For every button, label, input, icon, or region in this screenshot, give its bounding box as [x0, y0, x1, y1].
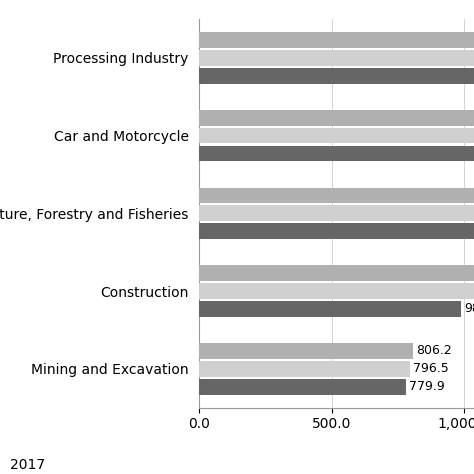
- Bar: [199, 68, 474, 83]
- Bar: [199, 110, 474, 126]
- Bar: [199, 283, 474, 299]
- Text: 2017: 2017: [10, 458, 45, 472]
- Bar: [199, 223, 474, 239]
- Bar: [199, 32, 474, 48]
- Bar: [199, 146, 474, 161]
- Text: 987.9: 987.9: [464, 302, 474, 315]
- Text: 796.5: 796.5: [413, 362, 449, 375]
- Bar: [199, 301, 461, 317]
- Bar: [199, 361, 410, 377]
- Bar: [199, 343, 413, 359]
- Text: 806.2: 806.2: [416, 345, 452, 357]
- Bar: [199, 128, 474, 144]
- Bar: [199, 188, 474, 203]
- Bar: [199, 379, 406, 394]
- Bar: [199, 205, 474, 221]
- Bar: [199, 50, 474, 66]
- Text: 779.9: 779.9: [409, 380, 445, 393]
- Bar: [199, 265, 474, 281]
